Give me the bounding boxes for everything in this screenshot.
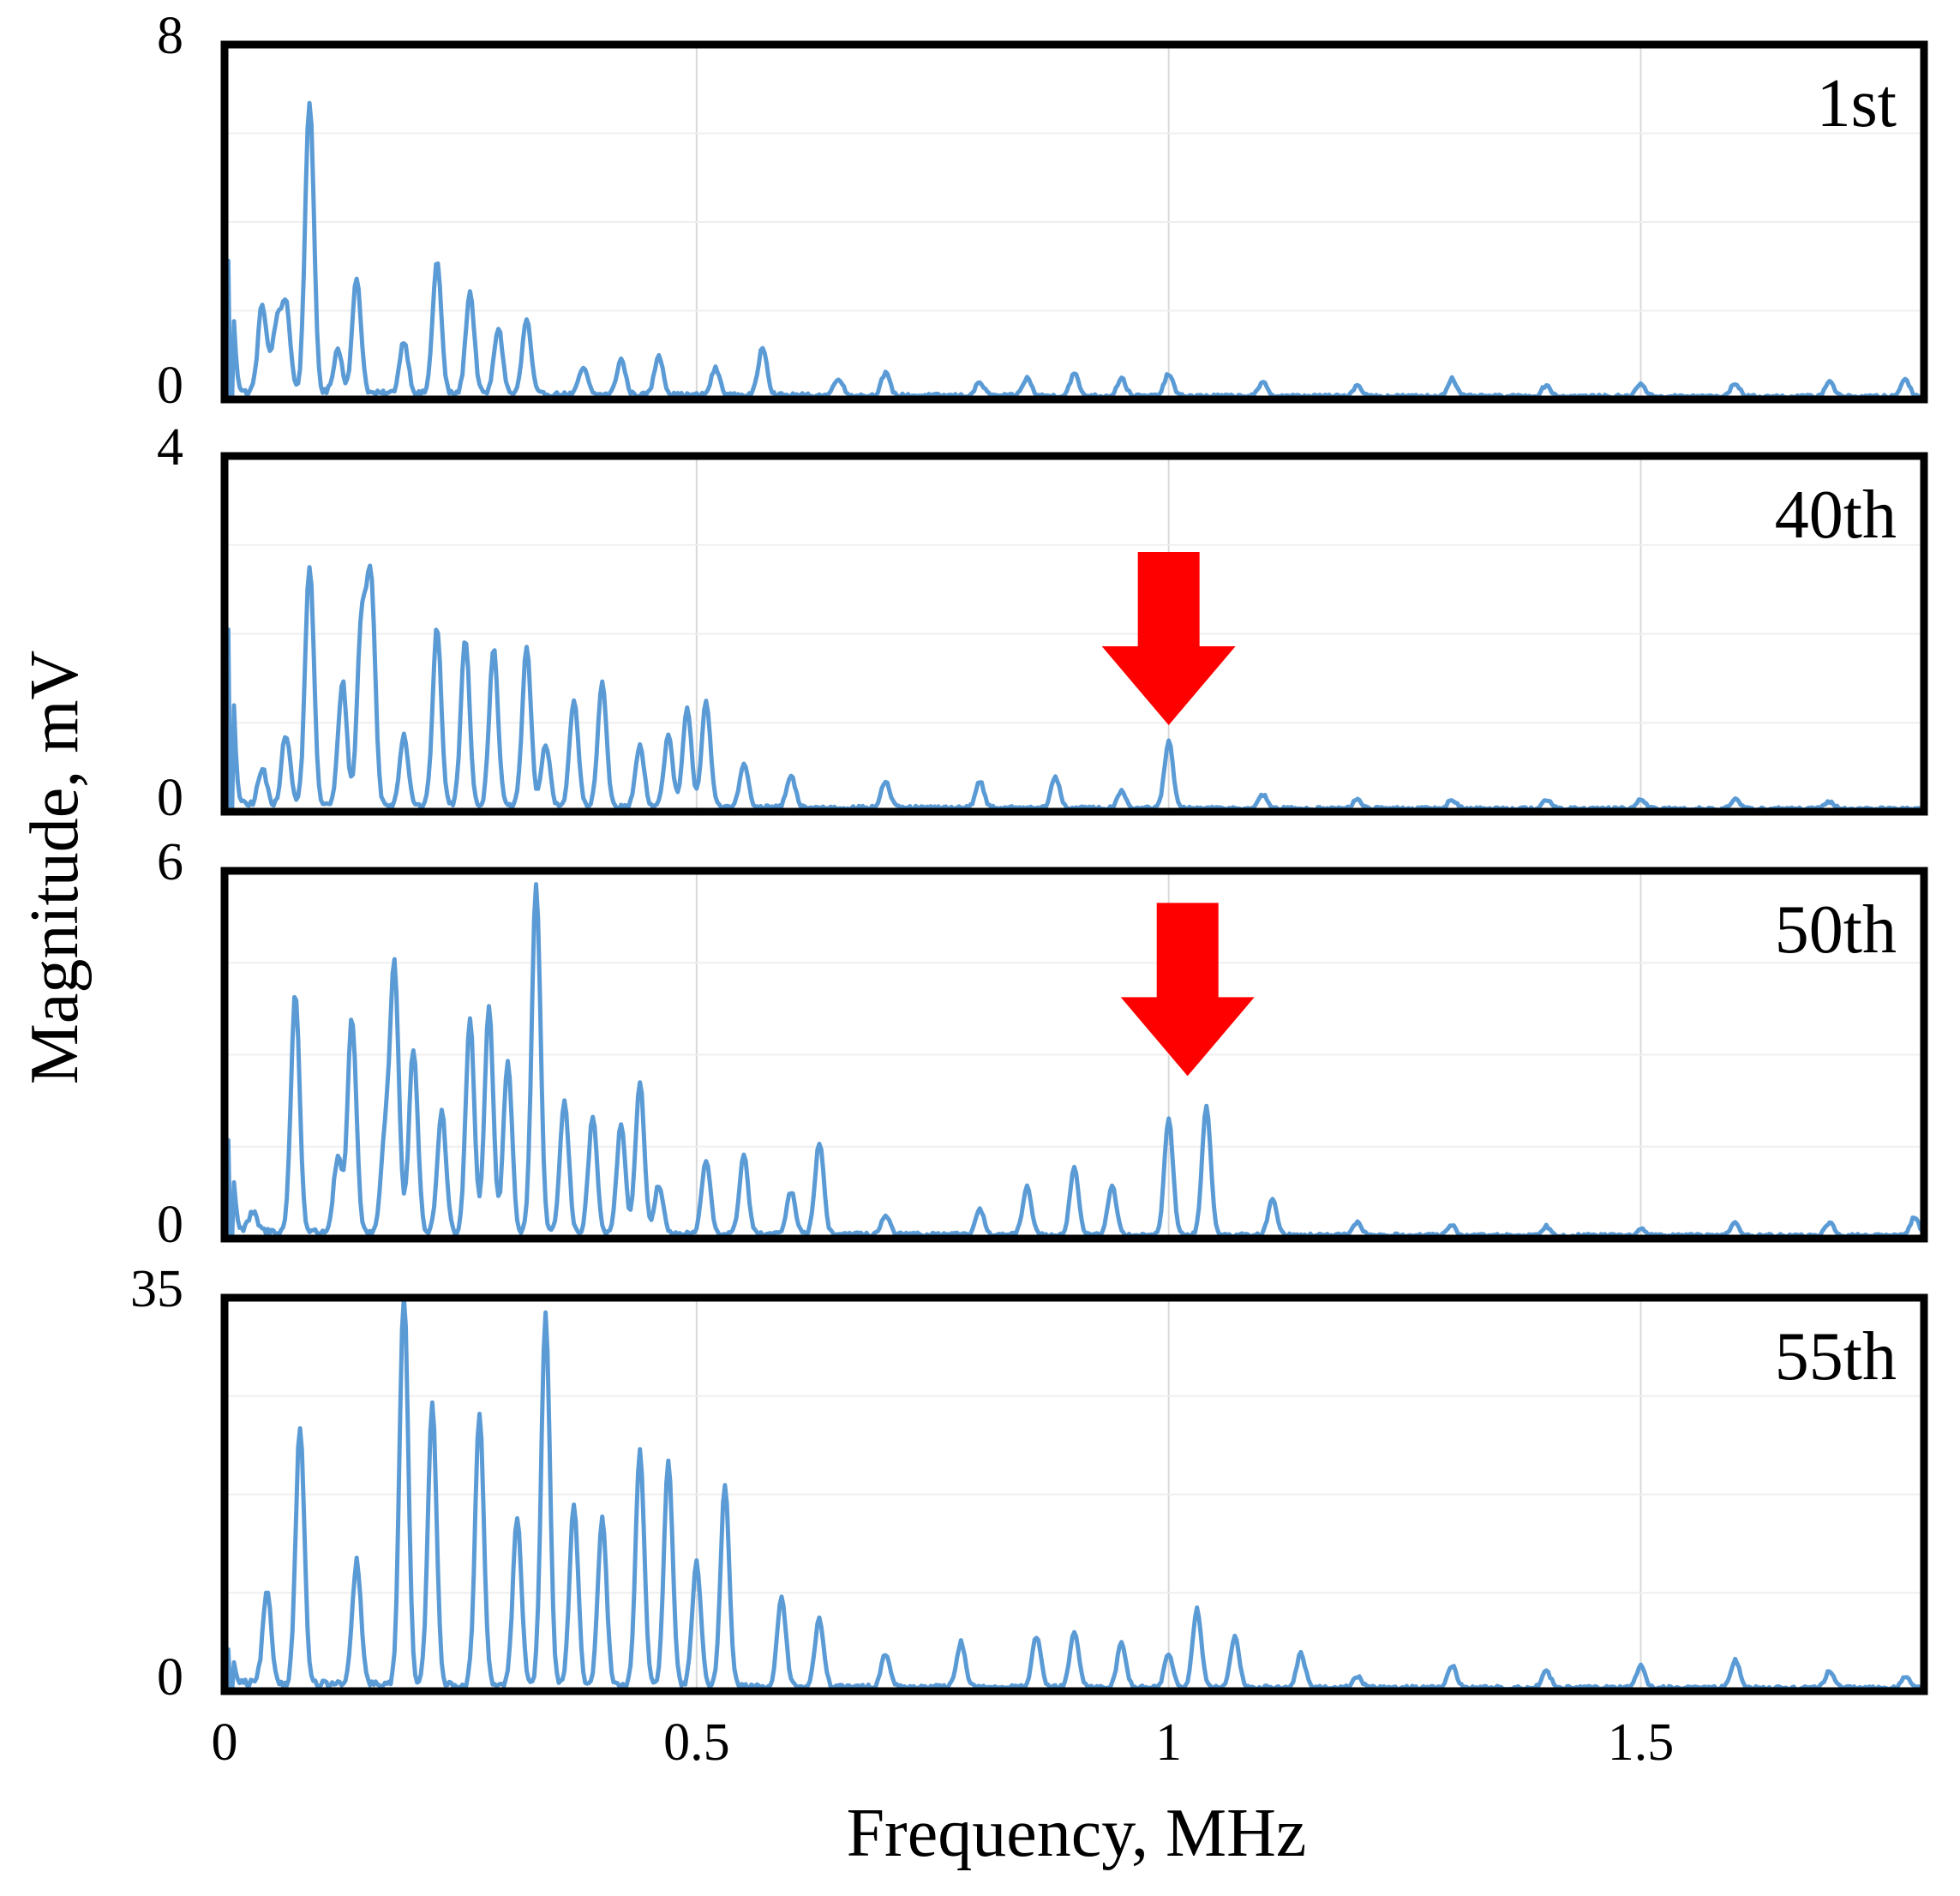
- y-tick-max-1st: 8: [157, 7, 183, 65]
- y-tick-max-40th: 4: [157, 418, 183, 477]
- x-tick-label: 0: [212, 1713, 238, 1772]
- y-tick-min-50th: 0: [157, 1196, 183, 1254]
- red-arrow-icon: [1101, 552, 1236, 725]
- x-axis-title: Frequency, MHz: [847, 1796, 1307, 1871]
- panel-label-40th: 40th: [1775, 477, 1897, 553]
- panel-frame-50th: [220, 867, 1928, 1243]
- panel-50th: 50th 6 0: [157, 833, 1928, 1254]
- series-line-50th: [222, 882, 1927, 1241]
- y-axis-title: Magnitude, mV: [17, 651, 93, 1085]
- series-line-55th: [223, 1295, 1925, 1694]
- panel-label-1st: 1st: [1817, 66, 1897, 141]
- y-tick-min-1st: 0: [157, 357, 183, 415]
- panel-label-50th: 50th: [1775, 892, 1897, 968]
- red-arrow-icon: [1120, 903, 1255, 1077]
- series-line-40th: [222, 563, 1925, 814]
- y-tick-max-55th: 35: [130, 1260, 183, 1318]
- panel-label-55th: 55th: [1775, 1319, 1897, 1395]
- panel-frame-40th: [220, 452, 1928, 816]
- y-tick-max-50th: 6: [157, 833, 183, 891]
- x-tick-labels: 0 0.5 1 1.5: [212, 1713, 1675, 1772]
- panel-1st: 1st 8 0: [157, 7, 1928, 415]
- panel-40th: 40th 4 0: [157, 418, 1928, 827]
- panel-frame-55th: [220, 1293, 1928, 1695]
- x-tick-label: 1: [1155, 1713, 1182, 1772]
- y-tick-min-55th: 0: [157, 1648, 183, 1707]
- y-tick-min-40th: 0: [157, 769, 183, 827]
- x-tick-label: 1.5: [1608, 1713, 1675, 1772]
- x-tick-label: 0.5: [663, 1713, 730, 1772]
- panel-frame-1st: [220, 40, 1928, 404]
- panel-55th: 55th 35 0: [130, 1260, 1928, 1707]
- series-line-1st: [222, 100, 1926, 402]
